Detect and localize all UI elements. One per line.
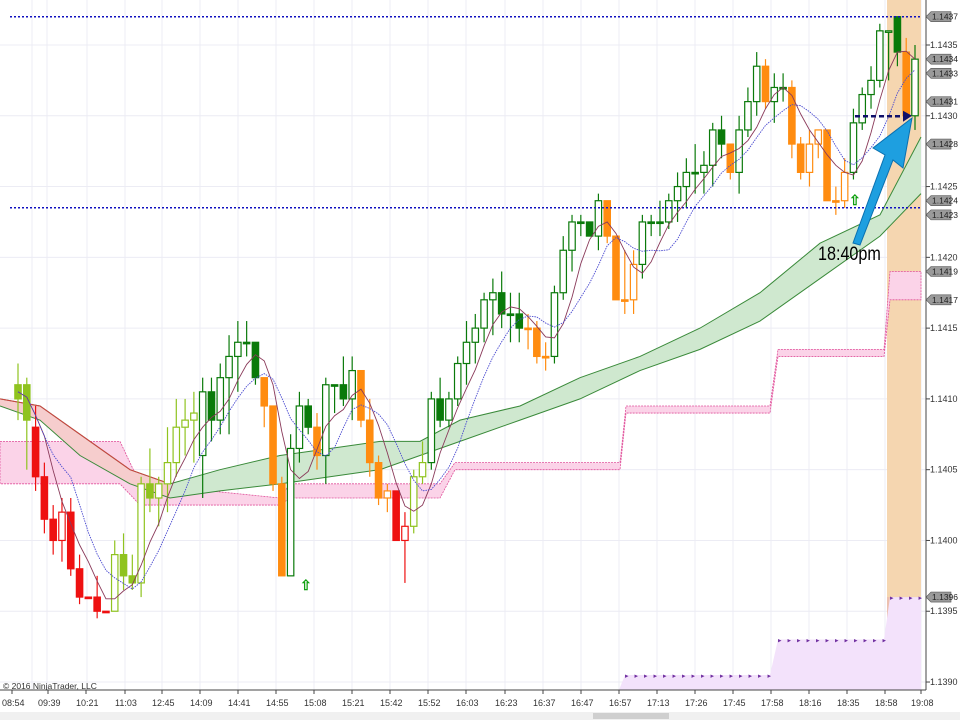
price-tag	[925, 209, 952, 221]
svg-text:▸: ▸	[883, 638, 887, 645]
time-annotation: 18:40pm	[818, 244, 881, 265]
svg-text:▸: ▸	[778, 638, 782, 645]
svg-text:▸: ▸	[919, 595, 923, 602]
candles	[14, 16, 919, 619]
svg-text:1.1396: 1.1396	[932, 592, 958, 602]
svg-text:▸: ▸	[644, 673, 648, 680]
svg-text:▸: ▸	[864, 638, 868, 645]
svg-text:▸: ▸	[890, 595, 894, 602]
y-tick-label: 1.1415	[930, 323, 958, 333]
svg-text:▸: ▸	[768, 673, 772, 680]
svg-text:▸: ▸	[625, 673, 629, 680]
svg-text:▸: ▸	[788, 638, 792, 645]
svg-text:⇧: ⇧	[300, 577, 312, 593]
y-tick-label: 1.1420	[930, 252, 958, 262]
svg-text:▸: ▸	[900, 595, 904, 602]
svg-text:1.1419: 1.1419	[932, 266, 958, 276]
price-tag	[925, 96, 952, 107]
y-tick-label: 1.1390	[930, 677, 958, 687]
svg-text:▸: ▸	[654, 673, 658, 680]
price-tag	[925, 266, 952, 277]
svg-text:▸: ▸	[701, 673, 705, 680]
svg-text:▸: ▸	[797, 638, 801, 645]
x-tick-label: 15:52	[418, 698, 441, 708]
x-tick-label: 14:41	[228, 698, 251, 708]
x-tick-label: 15:42	[380, 698, 403, 708]
price-tag	[925, 294, 952, 306]
svg-text:1.1433: 1.1433	[932, 68, 958, 78]
x-tick-label: 11:03	[115, 698, 137, 708]
x-tick-label: 18:35	[837, 698, 860, 708]
svg-text:▸: ▸	[873, 638, 877, 645]
svg-text:▸: ▸	[758, 673, 762, 680]
x-tick-label: 10:21	[76, 698, 99, 708]
x-tick-label: 16:57	[609, 698, 632, 708]
svg-text:1.1437: 1.1437	[932, 12, 958, 22]
svg-text:▸: ▸	[682, 673, 686, 680]
x-tick-label: 19:08	[911, 698, 934, 708]
lower-band	[619, 597, 921, 690]
price-tag	[925, 11, 952, 22]
x-tick-label: 17:13	[647, 698, 670, 708]
x-tick-label: 18:58	[875, 698, 898, 708]
price-tag	[925, 195, 952, 207]
x-tick-label: 18:16	[799, 698, 822, 708]
x-tick-label: 14:09	[190, 698, 213, 708]
x-tick-label: 16:23	[495, 698, 518, 708]
x-tick-label: 16:03	[456, 698, 479, 708]
x-tick-label: 16:47	[571, 698, 594, 708]
svg-text:1.1428: 1.1428	[932, 139, 958, 149]
pink-band	[0, 271, 922, 506]
svg-text:▸: ▸	[909, 595, 913, 602]
price-tag	[925, 591, 952, 603]
y-tick-label: 1.1405	[930, 465, 958, 475]
copyright-text: © 2016 NinjaTrader, LLC	[3, 681, 97, 691]
x-tick-label: 16:37	[533, 698, 556, 708]
svg-text:▸: ▸	[835, 638, 839, 645]
x-tick-label: 17:26	[685, 698, 708, 708]
price-tag	[925, 68, 952, 79]
y-tick-label: 1.1410	[930, 394, 958, 404]
y-tick-label: 1.1400	[930, 535, 958, 545]
svg-text:▸: ▸	[854, 638, 858, 645]
svg-text:▸: ▸	[673, 673, 677, 680]
x-tick-label: 17:45	[723, 698, 746, 708]
svg-text:1.1424: 1.1424	[932, 196, 958, 206]
price-tag	[925, 53, 952, 65]
svg-text:▸: ▸	[692, 673, 696, 680]
annotation-arrow-icon	[852, 116, 913, 246]
x-tick-label: 15:08	[304, 698, 327, 708]
svg-text:▸: ▸	[720, 673, 724, 680]
svg-text:1.1417: 1.1417	[932, 295, 958, 305]
x-tick-label: 17:58	[761, 698, 784, 708]
svg-text:▸: ▸	[711, 673, 715, 680]
horizontal-scrollbar[interactable]	[0, 712, 960, 720]
x-tick-label: 14:55	[266, 698, 289, 708]
svg-text:▸: ▸	[730, 673, 734, 680]
svg-text:▸: ▸	[807, 638, 811, 645]
svg-text:▸: ▸	[663, 673, 667, 680]
y-tick-label: 1.1430	[930, 111, 958, 121]
svg-text:1.1431: 1.1431	[932, 97, 958, 107]
svg-text:▸: ▸	[739, 673, 743, 680]
y-tick-label: 1.1395	[930, 606, 958, 616]
svg-text:▸: ▸	[749, 673, 753, 680]
x-tick-label: 15:21	[342, 698, 365, 708]
price-tag	[925, 138, 952, 150]
svg-text:▸: ▸	[826, 638, 830, 645]
svg-text:▸: ▸	[845, 638, 849, 645]
svg-text:1.1423: 1.1423	[932, 210, 958, 220]
x-tick-label: 09:39	[38, 698, 61, 708]
svg-text:1.1434: 1.1434	[932, 54, 958, 64]
scrollbar-thumb[interactable]	[593, 713, 669, 719]
svg-text:⇧: ⇧	[849, 192, 861, 208]
y-tick-label: 1.1425	[930, 182, 958, 192]
x-tick-label: 12:45	[152, 698, 175, 708]
svg-text:▸: ▸	[816, 638, 820, 645]
svg-text:▸: ▸	[635, 673, 639, 680]
y-tick-label: 1.1435	[930, 40, 958, 50]
x-tick-label: 08:54	[2, 698, 25, 708]
